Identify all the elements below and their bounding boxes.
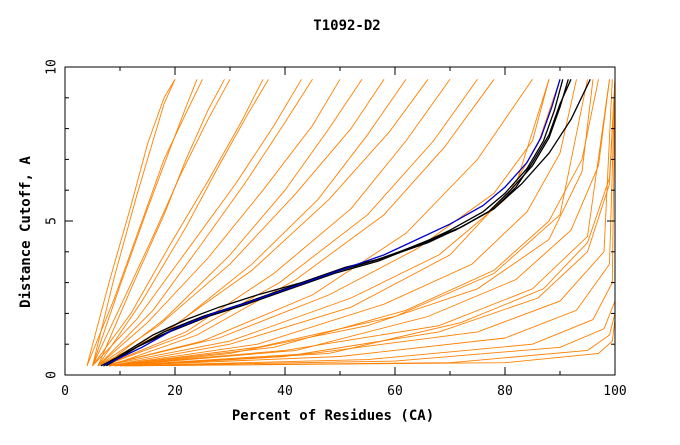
y-tick-label: 10	[45, 59, 60, 75]
x-tick-label: 80	[497, 384, 513, 399]
background-model-line-35	[125, 79, 616, 367]
background-model-line-33	[92, 79, 198, 366]
background-model-line-1	[86, 79, 203, 366]
background-model-line-0	[86, 79, 176, 366]
background-model-line-26	[97, 79, 269, 367]
background-model-line-2	[92, 79, 231, 366]
x-tick-label: 40	[277, 384, 293, 399]
background-model-line-13	[114, 79, 613, 367]
background-model-line-14	[114, 79, 616, 367]
background-model-line-19	[103, 79, 550, 367]
y-tick-label: 5	[45, 217, 60, 225]
background-model-line-23	[114, 79, 610, 367]
y-tick-label: 0	[45, 371, 60, 379]
background-model-line-32	[92, 79, 176, 366]
background-model-line-27	[97, 79, 313, 367]
background-model-line-20	[103, 79, 561, 367]
highlight-model-line-37	[103, 79, 569, 367]
chart-title: T1092-D2	[313, 18, 380, 34]
background-model-line-34	[114, 79, 594, 367]
background-model-line-3	[92, 79, 264, 367]
reference-model-line-40	[103, 79, 561, 367]
background-model-line-28	[103, 79, 363, 367]
x-tick-label: 0	[61, 384, 69, 399]
highlight-model-line-36	[100, 79, 564, 367]
background-model-line-15	[119, 79, 616, 367]
series-layer	[86, 79, 616, 367]
background-model-line-30	[103, 79, 451, 367]
ticks-layer: 0 20 40 60 80 100 0 5 10	[45, 59, 627, 399]
background-model-line-5	[97, 79, 341, 367]
x-tick-label: 20	[167, 384, 183, 399]
background-model-line-31	[108, 79, 495, 367]
background-model-line-10	[108, 79, 550, 367]
x-tick-label: 60	[387, 384, 403, 399]
x-tick-label: 100	[603, 384, 626, 399]
highlight-model-line-38	[103, 79, 591, 367]
background-model-line-21	[108, 79, 577, 367]
background-model-line-12	[108, 79, 610, 367]
background-model-line-8	[103, 79, 478, 367]
x-axis-label: Percent of Residues (CA)	[232, 408, 434, 424]
background-model-line-6	[97, 79, 385, 367]
background-model-line-22	[108, 79, 599, 367]
background-model-line-25	[97, 79, 225, 366]
background-model-line-4	[92, 79, 302, 367]
y-axis-label: Distance Cutoff, A	[18, 156, 34, 308]
